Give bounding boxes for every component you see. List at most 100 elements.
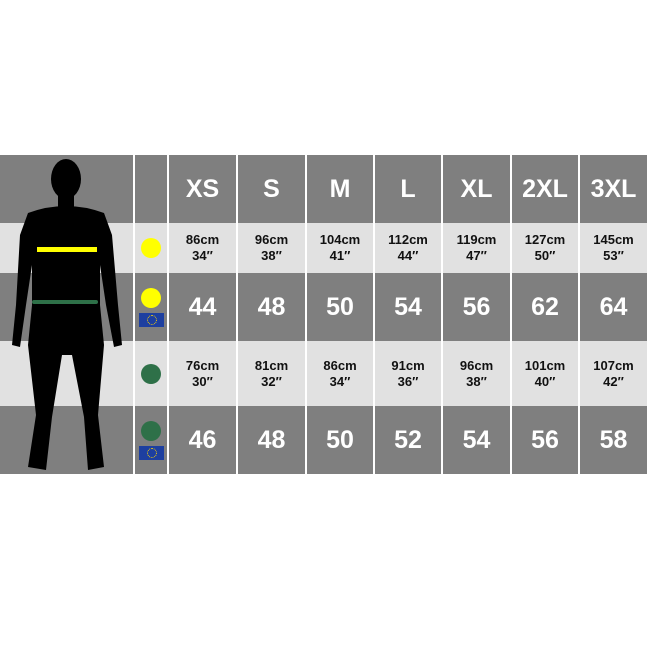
- measure-cm: 86cm: [323, 357, 357, 373]
- size-header: L: [375, 155, 441, 223]
- eu-size: 62: [531, 292, 559, 321]
- size-value-cell: 96cm 38″: [443, 341, 510, 406]
- measure-inches: 30″: [192, 373, 213, 389]
- measure-cm: 91cm: [391, 357, 425, 373]
- size-value-cell: 48: [238, 406, 305, 474]
- measure-inches: 38″: [466, 373, 487, 389]
- size-value-cell: 86cm 34″: [307, 341, 373, 406]
- measure-cm: 101cm: [524, 357, 566, 373]
- measure-inches: 42″: [603, 373, 624, 389]
- size-header: XL: [443, 155, 510, 223]
- size-value-cell: 52: [375, 406, 441, 474]
- measure-inches: 41″: [329, 248, 351, 263]
- size-header: 2XL: [512, 155, 578, 223]
- size-value-cell: 145cm 53″: [580, 223, 647, 273]
- measure-inches: 50″: [534, 248, 556, 263]
- icon-cell: [135, 223, 167, 273]
- size-value-cell: 112cm 44″: [375, 223, 441, 273]
- size-value-cell: 50: [307, 406, 373, 474]
- eu-size: 50: [326, 292, 354, 321]
- measure-inches: 32″: [261, 373, 282, 389]
- measure-cm: 119cm: [456, 232, 497, 247]
- size-value-cell: 54: [375, 273, 441, 341]
- size-value-cell: 62: [512, 273, 578, 341]
- size-header: S: [238, 155, 305, 223]
- icon-cell: [135, 341, 167, 406]
- measure-inches: 36″: [397, 373, 419, 389]
- eu-size: 50: [326, 425, 354, 454]
- measure-cm: 96cm: [459, 357, 494, 373]
- eu-size: 44: [188, 292, 217, 321]
- eu-flag-icon: [138, 445, 164, 460]
- size-header: XS: [169, 155, 236, 223]
- size-value-cell: 91cm 36″: [375, 341, 441, 406]
- size-value-cell: 96cm 38″: [238, 223, 305, 273]
- eu-size: 64: [599, 292, 628, 321]
- size-value-cell: 81cm 32″: [238, 341, 305, 406]
- measure-cm: 104cm: [319, 232, 361, 247]
- measure-cm: 76cm: [185, 357, 220, 373]
- measure-cm: 107cm: [593, 357, 634, 373]
- eu-size: 48: [257, 292, 286, 321]
- measure-cm: 81cm: [254, 357, 289, 373]
- size-header: 3XL: [580, 155, 647, 223]
- icon-cell: [135, 155, 167, 223]
- measure-cm: 127cm: [524, 232, 566, 247]
- size-label: L: [400, 174, 416, 203]
- size-value-cell: 54: [443, 406, 510, 474]
- size-value-cell: 48: [238, 273, 305, 341]
- body-silhouette-icon: [12, 159, 122, 470]
- size-label: 3XL: [590, 174, 637, 203]
- size-value-cell: 46: [169, 406, 236, 474]
- size-value-cell: 50: [307, 273, 373, 341]
- size-value-cell: 101cm 40″: [512, 341, 578, 406]
- measure-inches: 53″: [603, 248, 624, 263]
- measure-inches: 34″: [329, 373, 351, 389]
- size-value-cell: 58: [580, 406, 647, 474]
- icon-cell: [135, 273, 167, 341]
- size-value-cell: 86cm 34″: [169, 223, 236, 273]
- size-value-cell: 56: [443, 273, 510, 341]
- yellow-dot-icon: [141, 287, 161, 308]
- size-value-cell: 64: [580, 273, 647, 341]
- eu-size: 46: [188, 425, 217, 454]
- size-label: 2XL: [522, 174, 568, 203]
- measure-cm: 145cm: [593, 232, 634, 247]
- size-value-cell: 107cm 42″: [580, 341, 647, 406]
- size-label: S: [263, 174, 280, 203]
- size-label: XS: [185, 174, 220, 203]
- eu-size: 54: [394, 292, 422, 321]
- figure-cell: [0, 406, 133, 474]
- measure-inches: 34″: [192, 248, 213, 263]
- measure-inches: 40″: [534, 373, 556, 389]
- green-dot-icon: [141, 420, 161, 441]
- size-value-cell: 119cm 47″: [443, 223, 510, 273]
- measure-cm: 112cm: [388, 232, 428, 247]
- eu-flag-icon: [138, 312, 164, 327]
- measure-inches: 47″: [466, 248, 487, 263]
- measure-cm: 96cm: [254, 232, 289, 247]
- eu-size: 56: [531, 425, 559, 454]
- eu-size: 58: [599, 425, 628, 454]
- chest-measure-line: [37, 247, 97, 252]
- size-value-cell: 104cm 41″: [307, 223, 373, 273]
- yellow-dot-icon: [141, 238, 161, 258]
- size-value-cell: 44: [169, 273, 236, 341]
- eu-size: 54: [462, 425, 491, 454]
- eu-size: 52: [394, 425, 422, 454]
- eu-size: 56: [462, 292, 491, 321]
- measure-inches: 44″: [397, 248, 419, 263]
- waist-measure-line: [32, 300, 98, 304]
- size-value-cell: 76cm 30″: [169, 341, 236, 406]
- measure-cm: 86cm: [185, 232, 220, 247]
- measure-inches: 38″: [261, 248, 282, 263]
- size-chart-table: XS S M L XL 2XL 3XL 86cm 34″ 96cm 38″ 104cm 41″ 112cm…: [0, 155, 647, 474]
- eu-size: 48: [257, 425, 286, 454]
- size-label: XL: [460, 174, 493, 203]
- size-label: M: [329, 174, 351, 203]
- size-value-cell: 127cm 50″: [512, 223, 578, 273]
- icon-cell: [135, 406, 167, 474]
- size-header: M: [307, 155, 373, 223]
- green-dot-icon: [141, 363, 161, 384]
- size-value-cell: 56: [512, 406, 578, 474]
